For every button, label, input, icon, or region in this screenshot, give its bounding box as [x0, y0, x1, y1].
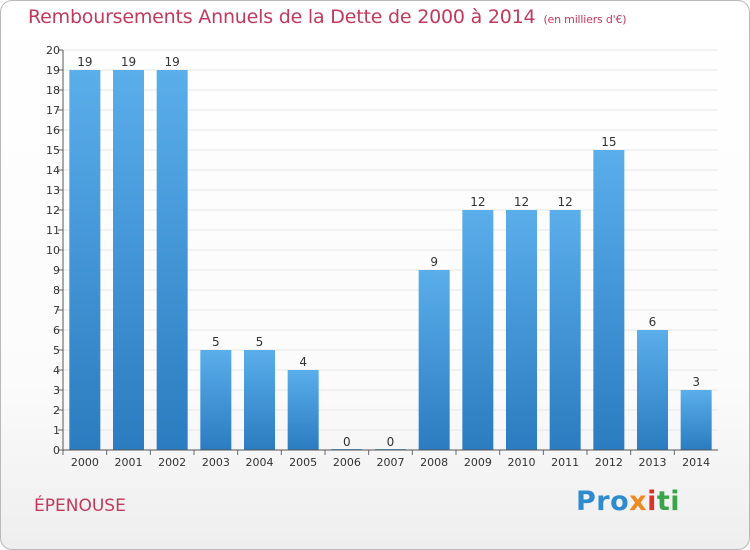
data-label-2012: 15: [601, 135, 616, 149]
data-label-2010: 12: [514, 195, 529, 209]
bar-2002: [156, 70, 188, 450]
bar-2012: [593, 150, 625, 450]
data-label-2013: 6: [649, 315, 657, 329]
bar-2003: [200, 350, 232, 450]
y-tick-label-9: 9: [53, 264, 60, 277]
x-tick-label-2012: 2012: [595, 456, 623, 469]
y-tick-label-19: 19: [46, 64, 60, 77]
bar-2010: [506, 210, 537, 450]
y-tick-label-16: 16: [46, 124, 60, 137]
y-tick-label-14: 14: [46, 164, 60, 177]
data-label-2003: 5: [212, 335, 220, 349]
bar-2009: [462, 210, 494, 450]
x-tick-label-2008: 2008: [420, 456, 448, 469]
bar-2001: [113, 70, 144, 450]
x-tick-label-2007: 2007: [377, 456, 405, 469]
y-tick-label-5: 5: [53, 344, 60, 357]
bar-2013: [637, 330, 668, 450]
x-tick-label-2005: 2005: [289, 456, 317, 469]
y-tick-label-8: 8: [53, 284, 60, 297]
x-tick-label-2000: 2000: [71, 456, 99, 469]
proxiti-logo[interactable]: Proxiti: [576, 486, 680, 517]
y-tick-label-3: 3: [53, 384, 60, 397]
y-tick-label-10: 10: [46, 244, 60, 257]
place-name: ÉPENOUSE: [34, 496, 126, 516]
y-tick-label-12: 12: [46, 204, 60, 217]
x-tick-label-2009: 2009: [464, 456, 492, 469]
data-label-2009: 12: [470, 195, 485, 209]
data-label-2001: 19: [121, 55, 136, 69]
bar-2014: [680, 390, 712, 450]
bar-series: [69, 70, 712, 450]
chart-subtitle: (en milliers d'€): [543, 13, 627, 26]
chart-title-text: Remboursements Annuels de la Dette de 20…: [28, 6, 536, 28]
data-label-2006: 0: [343, 435, 351, 449]
data-label-2014: 3: [692, 375, 700, 389]
y-tick-label-6: 6: [53, 324, 60, 337]
bar-2008: [418, 270, 450, 450]
x-tick-label-2004: 2004: [246, 456, 274, 469]
data-label-2005: 4: [299, 355, 307, 369]
data-label-2007: 0: [387, 435, 395, 449]
logo-part-1: Pro: [576, 486, 630, 517]
y-tick-label-20: 20: [46, 44, 60, 57]
x-tick-labels: 2000 2001 2002 2003 2004 2005 2006 2007 2008 2009…: [71, 456, 710, 469]
data-label-2000: 19: [77, 55, 92, 69]
y-tick-label-11: 11: [46, 224, 60, 237]
x-tick-label-2013: 2013: [639, 456, 667, 469]
y-tick-label-18: 18: [46, 84, 60, 97]
y-tick-label-15: 15: [46, 144, 60, 157]
data-label-2011: 12: [558, 195, 573, 209]
x-tick-label-2014: 2014: [682, 456, 710, 469]
logo-part-2: x: [629, 486, 648, 517]
y-tick-label-2: 2: [53, 404, 60, 417]
x-tick-label-2002: 2002: [158, 456, 186, 469]
x-tick-label-2001: 2001: [115, 456, 143, 469]
bar-2000: [69, 70, 101, 450]
x-tick-label-2010: 2010: [508, 456, 536, 469]
x-tick-label-2006: 2006: [333, 456, 361, 469]
data-label-2004: 5: [256, 335, 264, 349]
chart-title: Remboursements Annuels de la Dette de 20…: [28, 6, 627, 28]
y-tick-label-0: 0: [53, 444, 60, 457]
bar-2004: [244, 350, 275, 450]
data-labels: 19 19 19 5 5 4 0 0 9 12 12 12 15 6 3: [77, 55, 700, 449]
bar-2005: [287, 370, 319, 450]
y-tick-label-13: 13: [46, 184, 60, 197]
y-tick-label-17: 17: [46, 104, 60, 117]
y-tick-label-7: 7: [53, 304, 60, 317]
logo-part-4: ti: [656, 486, 681, 517]
data-label-2002: 19: [165, 55, 180, 69]
logo-part-3: i: [647, 486, 657, 517]
data-label-2008: 9: [430, 255, 438, 269]
bar-2011: [549, 210, 581, 450]
axes: [62, 50, 718, 451]
y-tick-label-4: 4: [53, 364, 60, 377]
x-tick-label-2003: 2003: [202, 456, 230, 469]
y-tick-label-1: 1: [53, 424, 60, 437]
x-tick-label-2011: 2011: [551, 456, 579, 469]
